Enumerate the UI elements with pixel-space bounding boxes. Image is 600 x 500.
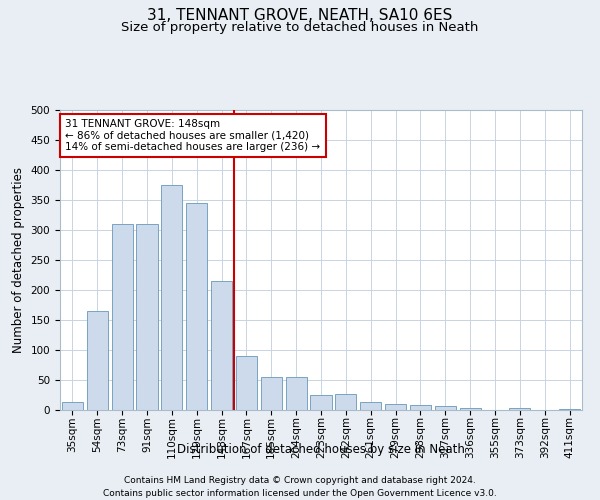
Text: Contains HM Land Registry data © Crown copyright and database right 2024.: Contains HM Land Registry data © Crown c… — [124, 476, 476, 485]
Bar — [186, 203, 207, 410]
Bar — [62, 402, 83, 410]
Bar — [87, 311, 108, 410]
Text: 31, TENNANT GROVE, NEATH, SA10 6ES: 31, TENNANT GROVE, NEATH, SA10 6ES — [148, 8, 452, 22]
Text: Distribution of detached houses by size in Neath: Distribution of detached houses by size … — [177, 442, 465, 456]
Bar — [460, 408, 481, 410]
Bar — [286, 377, 307, 410]
Bar — [261, 377, 282, 410]
Bar — [236, 356, 257, 410]
Bar — [385, 404, 406, 410]
Bar — [410, 404, 431, 410]
Bar — [310, 395, 332, 410]
Text: Contains public sector information licensed under the Open Government Licence v3: Contains public sector information licen… — [103, 489, 497, 498]
Bar — [360, 402, 381, 410]
Text: Size of property relative to detached houses in Neath: Size of property relative to detached ho… — [121, 21, 479, 34]
Bar — [435, 406, 456, 410]
Bar — [211, 281, 232, 410]
Bar — [161, 185, 182, 410]
Text: 31 TENNANT GROVE: 148sqm
← 86% of detached houses are smaller (1,420)
14% of sem: 31 TENNANT GROVE: 148sqm ← 86% of detach… — [65, 119, 320, 152]
Bar — [509, 408, 530, 410]
Bar — [136, 224, 158, 410]
Bar — [112, 224, 133, 410]
Bar — [559, 409, 580, 410]
Y-axis label: Number of detached properties: Number of detached properties — [12, 167, 25, 353]
Bar — [335, 394, 356, 410]
